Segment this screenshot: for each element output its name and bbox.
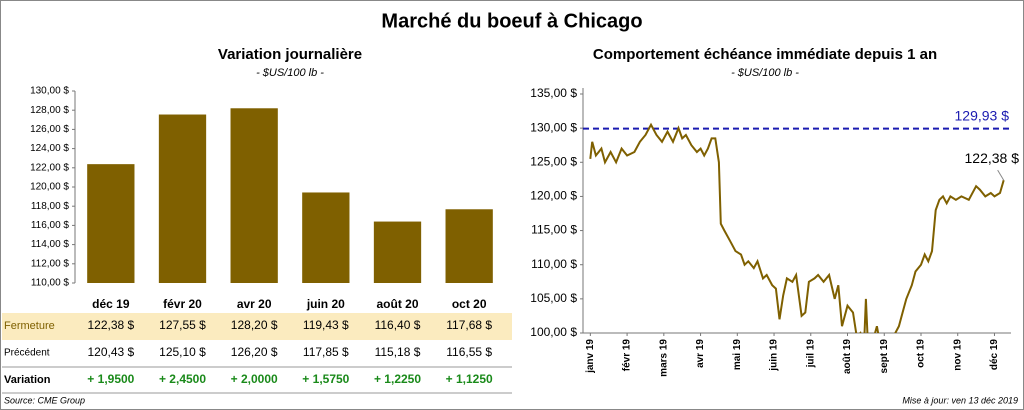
y-tick-label: 110,00 $	[31, 278, 70, 289]
y-tick-label: 126,00 $	[30, 124, 69, 135]
y-tick-label: 120,00 $	[30, 182, 69, 193]
table-cell: 128,20 $	[231, 318, 278, 332]
bar	[373, 221, 422, 283]
y-tick-label: 128,00 $	[30, 105, 69, 116]
bar	[302, 192, 350, 283]
row-label: Variation	[4, 374, 51, 386]
table-cell: + 1,1250	[446, 372, 493, 386]
x-tick-label: janv 19	[585, 339, 596, 374]
chart-subtitle: - $US/100 lb -	[731, 67, 799, 79]
x-tick-label: déc 19	[989, 339, 1000, 371]
table-cell: + 2,4500	[159, 372, 206, 386]
x-tick-label: mai 19	[732, 339, 743, 371]
y-tick-label: 115,00 $	[531, 223, 577, 237]
x-tick-label: févr 20	[163, 297, 202, 311]
table-cell: + 1,5750	[302, 372, 349, 386]
table-cell: 125,10 $	[159, 345, 206, 359]
y-tick-label: 110,00 $	[531, 257, 577, 271]
y-tick-label: 118,00 $	[31, 201, 70, 212]
y-tick-label: 130,00 $	[530, 120, 577, 134]
x-tick-label: avr 19	[695, 339, 706, 368]
table-cell: + 1,9500	[87, 372, 134, 386]
table-cell: 117,85 $	[303, 345, 349, 359]
table-cell: + 2,0000	[231, 372, 278, 386]
x-tick-label: juin 19	[769, 339, 780, 372]
y-tick-label: 112,00 $	[31, 258, 70, 269]
x-tick-label: sept 19	[879, 339, 890, 374]
x-tick-label: oct 19	[916, 339, 927, 368]
table-cell: 119,43 $	[303, 318, 349, 332]
table-cell: 122,38 $	[87, 318, 134, 332]
price-line	[589, 122, 1005, 333]
y-tick-label: 100,00 $	[530, 325, 577, 339]
table-cell: + 1,2250	[374, 372, 421, 386]
bar	[87, 164, 135, 283]
y-tick-label: 120,00 $	[530, 189, 577, 203]
x-tick-label: févr 19	[622, 339, 633, 372]
table-cell: 117,68 $	[446, 318, 492, 332]
x-tick-label: août 20	[376, 297, 418, 311]
y-tick-label: 105,00 $	[530, 291, 577, 305]
chart-title: Variation journalière	[218, 46, 362, 63]
y-tick-label: 124,00 $	[30, 143, 69, 154]
x-tick-label: août 19	[842, 339, 853, 374]
row-label: Précédent	[4, 348, 50, 359]
chart-title: Comportement échéance immédiate depuis 1…	[593, 46, 937, 63]
row-label: Fermeture	[4, 320, 55, 332]
x-tick-label: juin 20	[306, 297, 345, 311]
source: Source: CME Group	[4, 395, 85, 405]
updated: Mise à jour: ven 13 déc 2019	[902, 395, 1018, 405]
table-cell: 120,43 $	[87, 345, 134, 359]
x-tick-label: oct 20	[452, 297, 487, 311]
y-tick-label: 130,00 $	[30, 86, 69, 97]
table-cell: 116,55 $	[446, 345, 492, 359]
reference-label: 129,93 $	[955, 107, 1010, 123]
chart-subtitle: - $US/100 lb -	[256, 67, 324, 79]
y-tick-label: 135,00 $	[530, 86, 577, 100]
row-highlight	[2, 313, 512, 340]
page-title: Marché du boeuf à Chicago	[381, 10, 642, 32]
y-tick-label: 114,00 $	[31, 239, 70, 250]
end-label: 122,38 $	[965, 150, 1020, 166]
x-tick-label: juil 19	[805, 339, 816, 369]
table-cell: 127,55 $	[159, 318, 206, 332]
x-tick-label: mars 19	[658, 339, 669, 377]
leader	[997, 169, 1005, 181]
table-cell: 116,40 $	[375, 318, 421, 332]
y-tick-label: 122,00 $	[30, 162, 69, 173]
y-tick-label: 116,00 $	[31, 220, 70, 231]
x-tick-label: avr 20	[237, 297, 272, 311]
bar	[445, 209, 493, 283]
bar	[230, 108, 278, 283]
x-tick-label: nov 19	[952, 339, 963, 371]
bar	[158, 114, 207, 284]
table-cell: 126,20 $	[231, 345, 278, 359]
table-cell: 115,18 $	[375, 345, 421, 359]
y-tick-label: 125,00 $	[530, 154, 577, 168]
x-tick-label: déc 19	[92, 297, 130, 311]
